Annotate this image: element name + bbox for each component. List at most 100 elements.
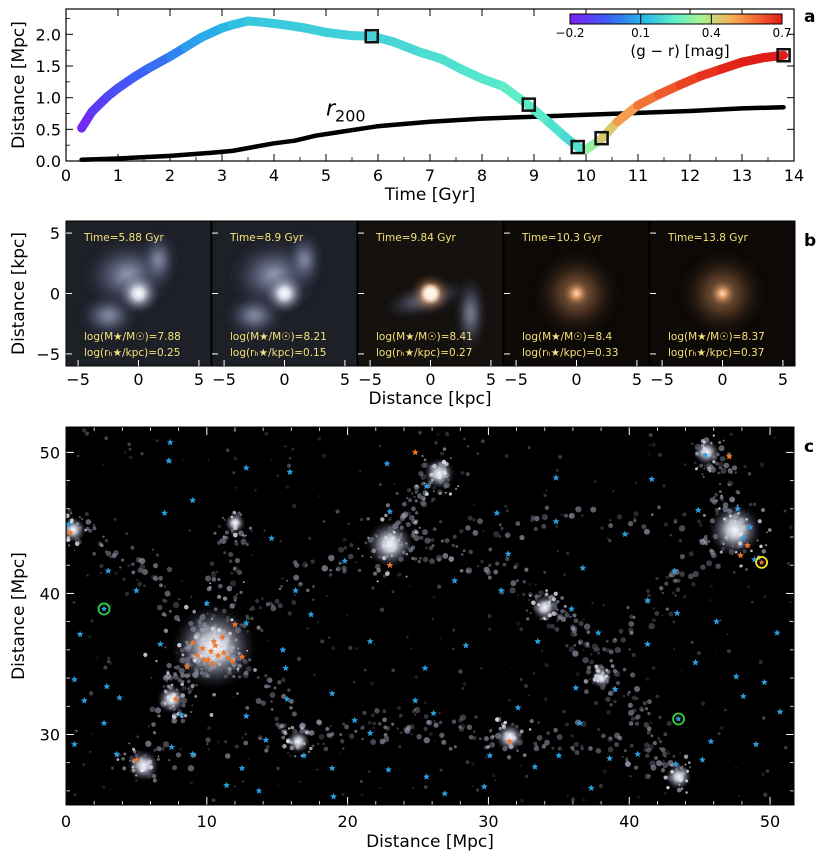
filament-particle (360, 726, 364, 731)
filament-particle (141, 568, 149, 576)
y-axis-label-b: Distance [kpc] (9, 232, 29, 355)
filament-particle (601, 733, 606, 739)
filament-particle (675, 587, 681, 592)
filament-particle (687, 573, 694, 580)
filament-particle (546, 731, 551, 736)
background-particle (648, 453, 651, 456)
x-tick-label-a: 5 (321, 166, 331, 185)
filament-particle (137, 558, 142, 563)
background-particle (371, 586, 375, 590)
cluster-particle (726, 534, 728, 537)
blue-galaxy-marker (242, 619, 250, 626)
filament-particle (225, 536, 229, 540)
background-particle (664, 791, 667, 795)
blue-galaxy-marker (694, 506, 702, 514)
cluster-particle (236, 667, 240, 671)
background-particle (361, 793, 364, 796)
filament-particle (564, 610, 568, 614)
cluster-particle (701, 473, 704, 476)
cluster-particle (392, 531, 396, 534)
blue-galaxy-marker (441, 790, 449, 797)
filament-particle (311, 744, 315, 748)
background-particle (102, 463, 105, 467)
background-particle (582, 617, 585, 621)
filament-particle (662, 752, 667, 757)
background-particle (320, 639, 325, 644)
cluster-particle (381, 555, 387, 561)
cluster-particle (194, 695, 198, 698)
filament-particle (338, 561, 343, 565)
filament-particle (164, 590, 171, 597)
filament-particle (658, 739, 663, 744)
orange-galaxy-marker (193, 651, 201, 659)
cluster-particle (707, 540, 711, 543)
filament-particle (318, 734, 325, 740)
background-particle (519, 627, 524, 632)
colorbar-tick-label: −0.2 (555, 26, 584, 40)
filament-particle (646, 747, 652, 753)
filament-particle (325, 727, 329, 731)
cluster-particle (58, 528, 60, 530)
background-particle (415, 538, 418, 541)
filament-particle (335, 566, 342, 572)
orange-galaxy-marker (411, 448, 419, 456)
filament-particle (700, 564, 706, 570)
filament-particle (458, 725, 462, 729)
filament-particle (250, 605, 256, 611)
filament-particle (679, 554, 685, 560)
filament-particle (612, 638, 618, 644)
cluster-particle (382, 543, 386, 548)
background-particle (642, 477, 644, 480)
orange-galaxy-marker (224, 654, 232, 662)
y-tick-label-c: 40 (40, 584, 60, 603)
filament-particle (415, 491, 418, 494)
snapshot-mass: log(M★/M☉)=7.88 (84, 331, 181, 343)
filament-particle (626, 605, 630, 610)
x-tick-label-c: 20 (337, 812, 357, 831)
cluster-particle (433, 475, 437, 479)
filament-particle (625, 761, 632, 767)
filament-particle (505, 556, 510, 562)
background-particle (488, 627, 492, 631)
filament-particle (136, 579, 139, 582)
filament-particle (349, 543, 354, 548)
x-tick-label-b: 5 (778, 370, 788, 389)
x-tick-label-a: 6 (373, 166, 383, 185)
filament-particle (553, 727, 558, 733)
snapshot-image (358, 221, 503, 366)
background-particle (482, 530, 485, 533)
y-tick-label-a: 0.0 (36, 152, 61, 171)
filament-particle (720, 471, 723, 474)
panel-b: Time=5.88 Gyr log(M★/M☉)=7.88 log(rₕ★/kpc)… (9, 220, 796, 409)
blue-galaxy-marker (386, 508, 394, 515)
cluster-particle (547, 600, 552, 604)
background-particle (369, 681, 374, 686)
filament-particle (668, 611, 674, 617)
cluster-particle (415, 484, 419, 488)
background-particle (612, 489, 615, 493)
cluster-particle (738, 532, 743, 537)
filament-particle (522, 592, 526, 597)
cosmic-web (51, 428, 793, 805)
filament-particle (529, 718, 534, 724)
filament-particle (329, 568, 333, 572)
filament-particle (187, 690, 192, 695)
filament-particle (171, 717, 178, 724)
filament-particle (510, 580, 517, 587)
blue-galaxy-marker (341, 557, 349, 564)
background-particle (657, 737, 660, 740)
x-tick-label-c: 30 (478, 812, 498, 831)
filament-particle (273, 686, 277, 690)
background-particle (651, 666, 656, 670)
stellar-core (116, 271, 161, 316)
background-particle (606, 537, 609, 540)
filament-particle (323, 746, 329, 752)
filament-particle (458, 726, 464, 732)
background-particle (487, 613, 492, 619)
cluster-particle (51, 521, 53, 523)
filament-particle (391, 722, 395, 726)
filament-particle (361, 554, 364, 558)
background-particle (268, 601, 273, 605)
background-particle (717, 732, 721, 736)
highlight-galaxy-marker (101, 605, 108, 612)
